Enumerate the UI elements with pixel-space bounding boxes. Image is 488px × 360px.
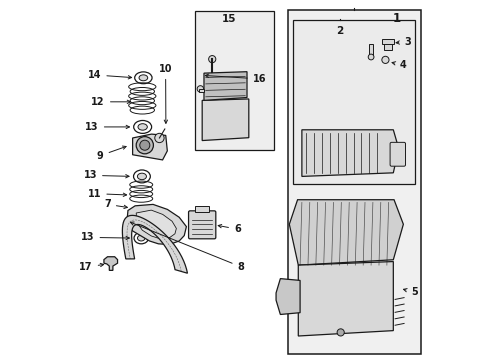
Ellipse shape — [137, 173, 146, 180]
Polygon shape — [298, 262, 392, 336]
Text: 7: 7 — [104, 199, 127, 210]
Text: 5: 5 — [403, 287, 417, 297]
Bar — [382, 40, 393, 44]
Ellipse shape — [139, 75, 147, 81]
Bar — [199, 89, 204, 92]
Text: 8: 8 — [130, 222, 244, 272]
Bar — [195, 206, 208, 212]
Text: 13: 13 — [85, 122, 129, 132]
Text: 9: 9 — [97, 146, 126, 161]
Text: 15: 15 — [221, 14, 236, 24]
Text: 3: 3 — [395, 37, 410, 47]
Bar — [287, 10, 420, 354]
Text: 6: 6 — [218, 224, 240, 234]
FancyBboxPatch shape — [188, 211, 215, 239]
Bar — [384, 41, 391, 50]
Polygon shape — [202, 99, 248, 140]
Text: 10: 10 — [159, 64, 172, 123]
Ellipse shape — [140, 140, 149, 150]
Circle shape — [155, 133, 164, 143]
Polygon shape — [126, 204, 186, 244]
Text: 12: 12 — [91, 97, 130, 107]
Text: 11: 11 — [88, 189, 126, 199]
Polygon shape — [122, 215, 187, 273]
Text: 13: 13 — [83, 170, 129, 180]
Bar — [293, 21, 414, 184]
Text: 13: 13 — [81, 232, 129, 242]
Ellipse shape — [136, 136, 153, 154]
Circle shape — [197, 86, 203, 92]
Text: 14: 14 — [88, 70, 131, 80]
Text: 17: 17 — [79, 262, 103, 272]
Circle shape — [336, 329, 344, 336]
Text: 2: 2 — [335, 26, 343, 36]
Ellipse shape — [138, 124, 147, 130]
Text: 4: 4 — [391, 60, 406, 70]
Polygon shape — [289, 200, 403, 265]
Polygon shape — [301, 130, 398, 176]
Text: 16: 16 — [205, 74, 266, 84]
Polygon shape — [136, 210, 176, 239]
Text: 1: 1 — [392, 12, 400, 25]
Ellipse shape — [137, 235, 144, 241]
FancyBboxPatch shape — [389, 142, 405, 166]
Polygon shape — [132, 134, 167, 160]
Bar — [368, 44, 372, 57]
Polygon shape — [104, 257, 117, 270]
Circle shape — [367, 54, 373, 60]
Circle shape — [381, 56, 388, 63]
Polygon shape — [203, 72, 246, 100]
Bar — [195, 12, 273, 149]
Circle shape — [208, 55, 215, 63]
Polygon shape — [276, 279, 300, 315]
